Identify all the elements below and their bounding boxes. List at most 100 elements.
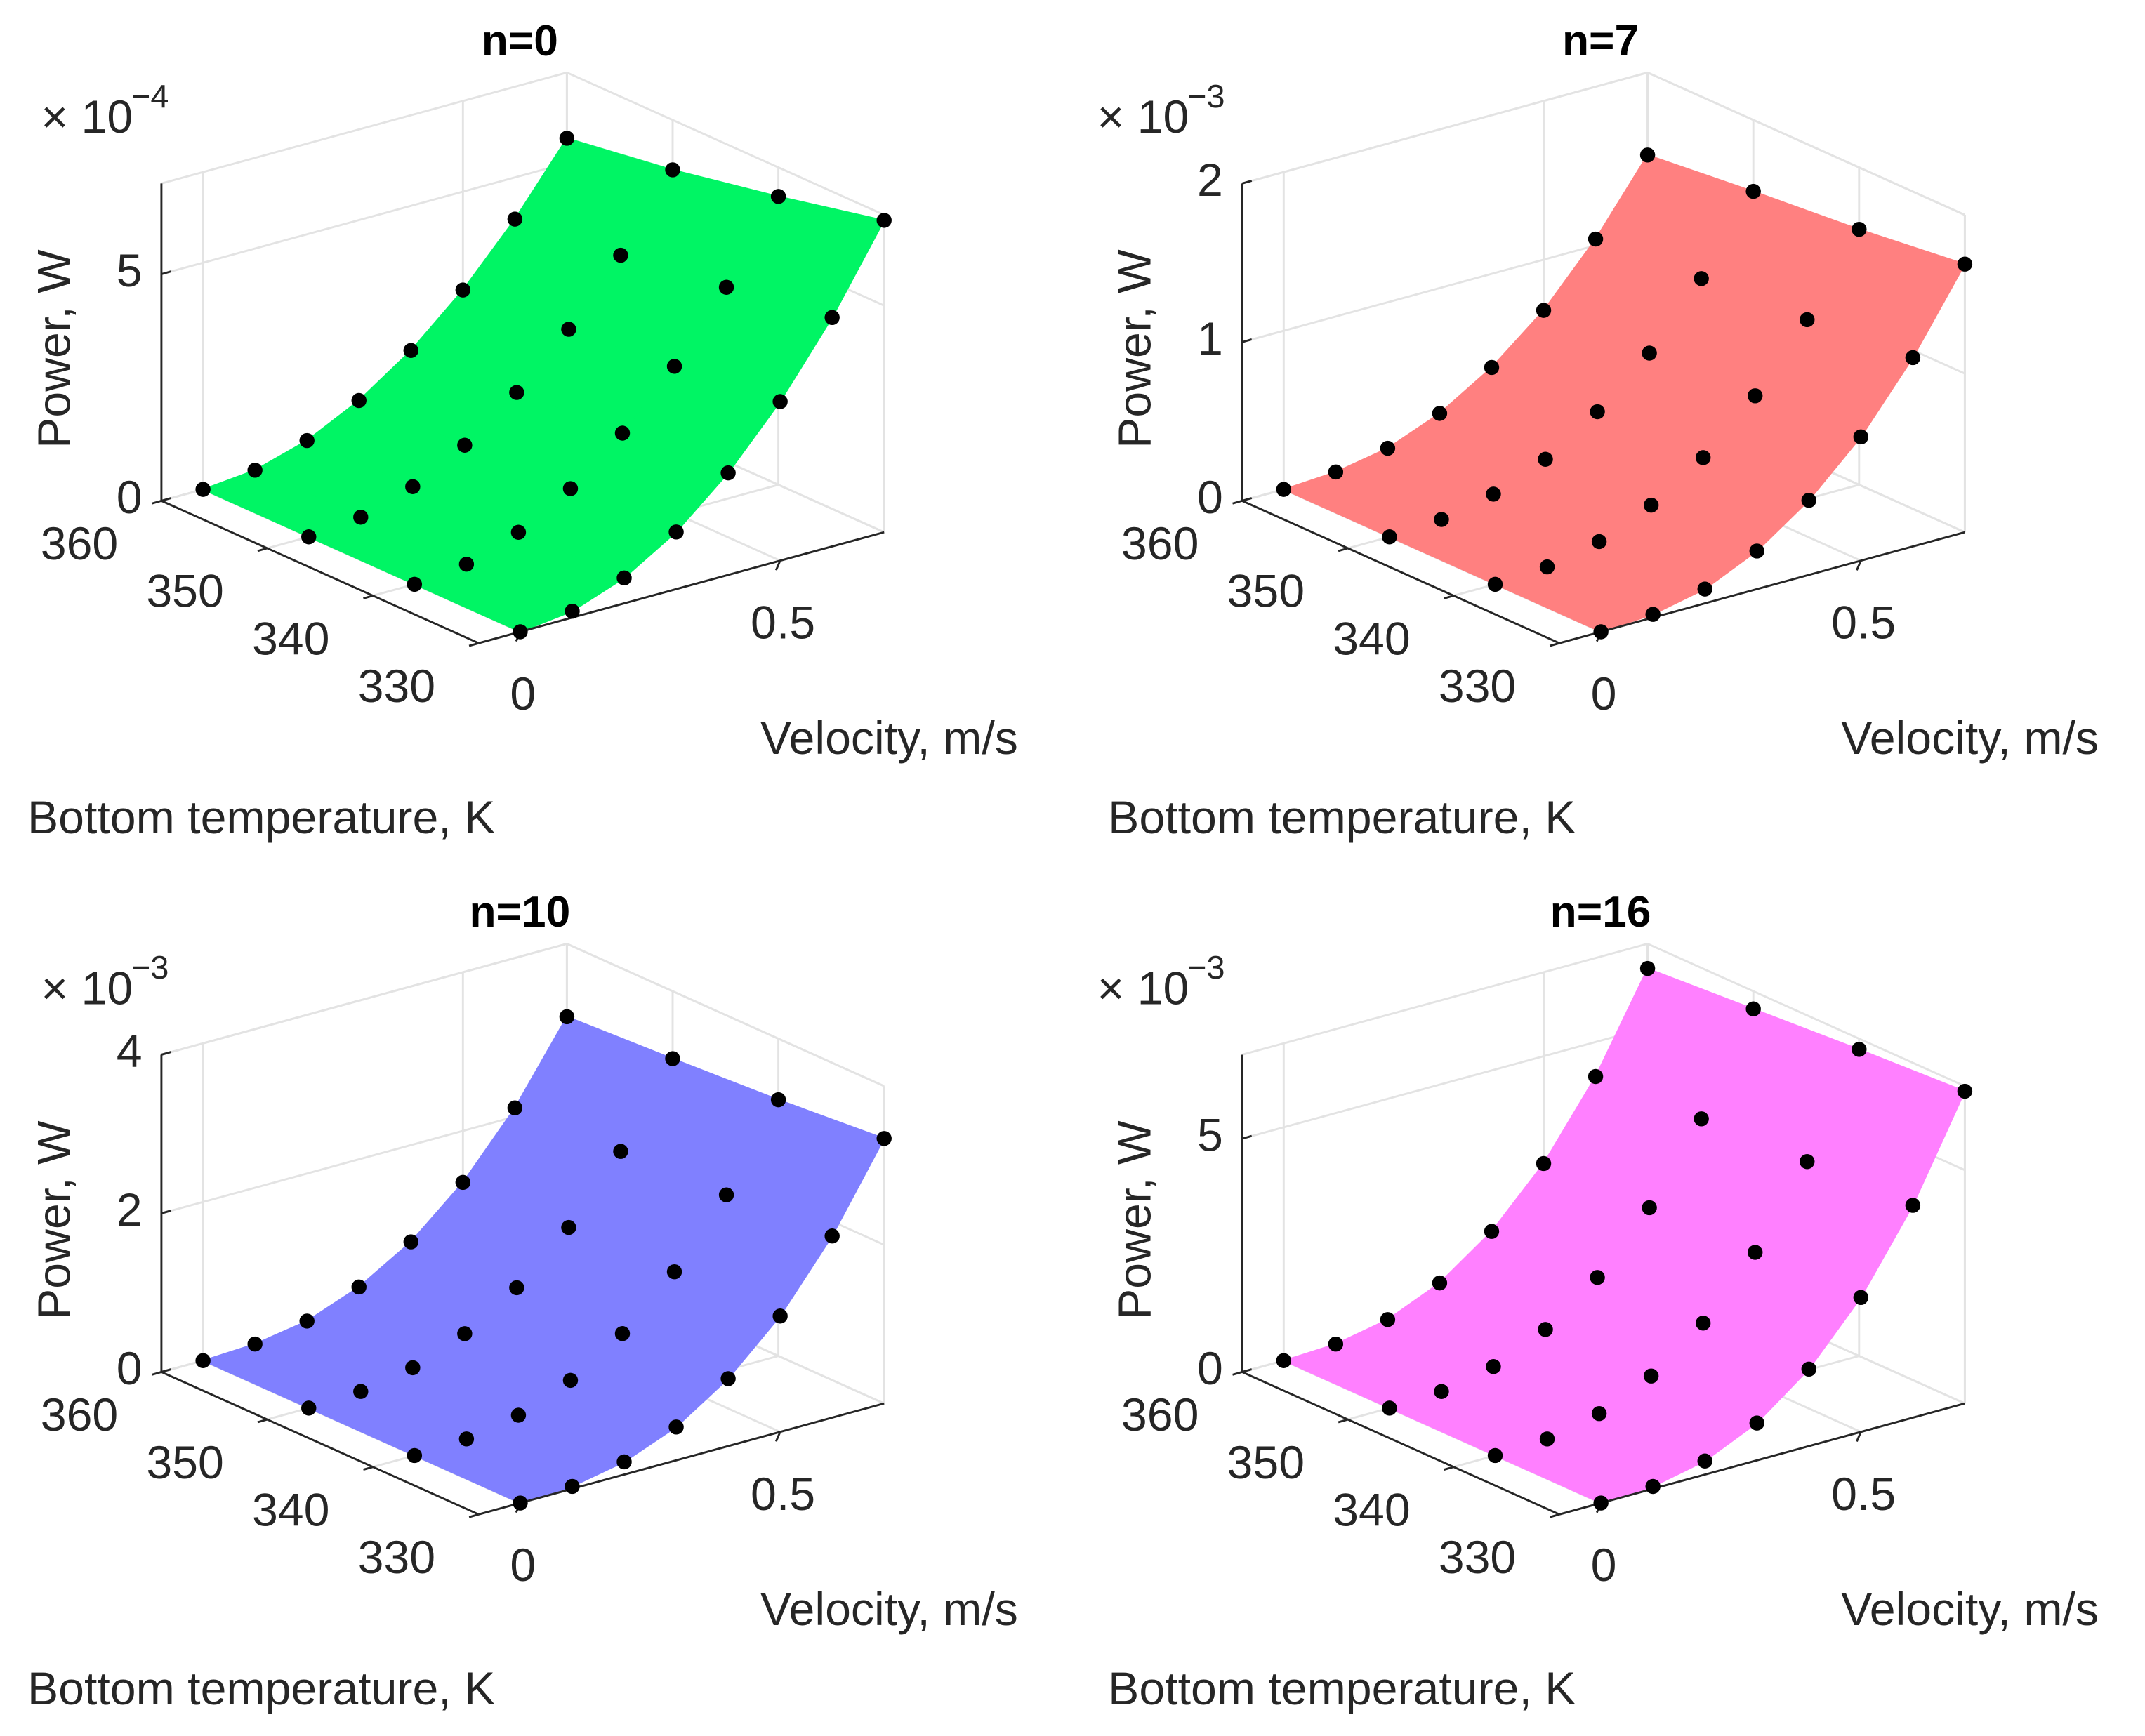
- data-point: [1328, 464, 1344, 480]
- data-point: [1748, 388, 1763, 404]
- data-point: [1380, 1312, 1396, 1327]
- y-axis: [161, 500, 480, 644]
- data-point: [824, 1228, 840, 1244]
- data-point: [720, 1371, 736, 1386]
- tick-mark: [151, 499, 162, 505]
- y-tick-label: 340: [1333, 613, 1411, 665]
- z-tick-label: 2: [1197, 154, 1223, 206]
- z-tick-label: 1: [1197, 313, 1223, 365]
- data-point: [616, 570, 632, 586]
- data-point: [405, 479, 421, 494]
- z-tick-label: 5: [117, 245, 143, 297]
- data-point: [565, 603, 580, 619]
- data-point: [720, 465, 736, 481]
- data-point: [509, 385, 524, 400]
- tick-mark: [1232, 1371, 1243, 1376]
- z-tick-label: 0: [1197, 1343, 1223, 1395]
- tick-mark: [1241, 180, 1253, 185]
- data-point: [770, 1092, 786, 1108]
- data-point: [613, 1144, 628, 1159]
- data-point: [772, 1308, 788, 1324]
- tick-mark: [257, 1418, 268, 1424]
- x-tick-label: 0.5: [751, 1469, 815, 1520]
- data-point: [1645, 607, 1661, 622]
- data-point: [353, 510, 369, 525]
- data-point: [510, 1407, 527, 1423]
- y-tick-label: 360: [41, 1389, 119, 1441]
- x-axis-label: Velocity, m/s: [1841, 1584, 2099, 1636]
- data-point: [614, 1326, 631, 1341]
- z-tick-label: 5: [1197, 1110, 1223, 1162]
- data-point: [1276, 1353, 1292, 1368]
- tick-mark: [774, 560, 781, 571]
- tick-mark: [1444, 1466, 1454, 1471]
- tick-mark: [1856, 560, 1862, 571]
- data-point: [1905, 1198, 1921, 1213]
- data-point: [1697, 581, 1712, 597]
- data-point: [613, 247, 628, 263]
- tick-mark: [363, 595, 374, 599]
- data-point: [1538, 451, 1553, 467]
- box-edge: [161, 71, 567, 185]
- data-point: [770, 189, 786, 204]
- data-point: [562, 1372, 579, 1389]
- data-point: [665, 162, 680, 178]
- data-point: [1639, 147, 1656, 163]
- y-tick-label: 340: [252, 1484, 330, 1536]
- scale-label: × 10: [1097, 962, 1189, 1014]
- data-point: [665, 1051, 680, 1066]
- data-point: [513, 624, 528, 640]
- data-point: [1800, 312, 1815, 328]
- tick-mark: [161, 1051, 171, 1056]
- data-point: [1853, 429, 1869, 445]
- data-point: [1905, 350, 1921, 366]
- y-tick-label: 340: [252, 613, 330, 665]
- data-point: [301, 1400, 317, 1416]
- data-point: [1643, 497, 1659, 513]
- box-edge: [1241, 942, 1648, 1056]
- grid-line: [566, 943, 885, 1087]
- data-point: [1748, 1245, 1763, 1260]
- tick-mark: [1856, 1431, 1862, 1442]
- tick-mark: [1549, 642, 1560, 647]
- scale-exponent: −3: [1187, 949, 1225, 986]
- data-point: [1801, 492, 1817, 508]
- y-tick-label: 340: [1333, 1484, 1411, 1536]
- x-axis: [1559, 531, 1965, 644]
- data-point: [247, 463, 263, 478]
- scale-label: × 10: [41, 962, 133, 1014]
- data-point: [562, 481, 579, 496]
- x-tick-label: 0: [510, 1539, 536, 1591]
- y-tick-label: 330: [1439, 1532, 1517, 1584]
- data-point: [565, 1478, 580, 1495]
- data-point: [507, 211, 523, 227]
- data-point: [509, 1280, 524, 1296]
- data-point: [299, 432, 315, 449]
- scale-exponent: −3: [1187, 78, 1225, 114]
- subplot-title: n=16: [1550, 888, 1651, 936]
- data-point: [1590, 1270, 1605, 1285]
- y-axis: [161, 1371, 480, 1516]
- tick-mark: [1241, 338, 1253, 343]
- data-point: [1382, 529, 1397, 545]
- grid-line: [1241, 1026, 1648, 1140]
- tick-mark: [151, 1371, 162, 1376]
- z-axis-label: Power, W: [1109, 249, 1161, 449]
- data-point: [1382, 1400, 1397, 1416]
- y-tick-label: 360: [1121, 1389, 1199, 1441]
- data-point: [1694, 271, 1709, 286]
- z-tick-label: 0: [1197, 472, 1223, 524]
- data-point: [407, 576, 423, 592]
- data-point: [614, 425, 631, 441]
- data-point: [1434, 1384, 1449, 1399]
- data-point: [1749, 543, 1764, 559]
- data-point: [718, 1187, 734, 1202]
- y-axis: [1241, 1371, 1560, 1516]
- data-point: [458, 557, 475, 572]
- box-edge: [1646, 943, 1966, 1087]
- grid-line: [1646, 71, 1966, 216]
